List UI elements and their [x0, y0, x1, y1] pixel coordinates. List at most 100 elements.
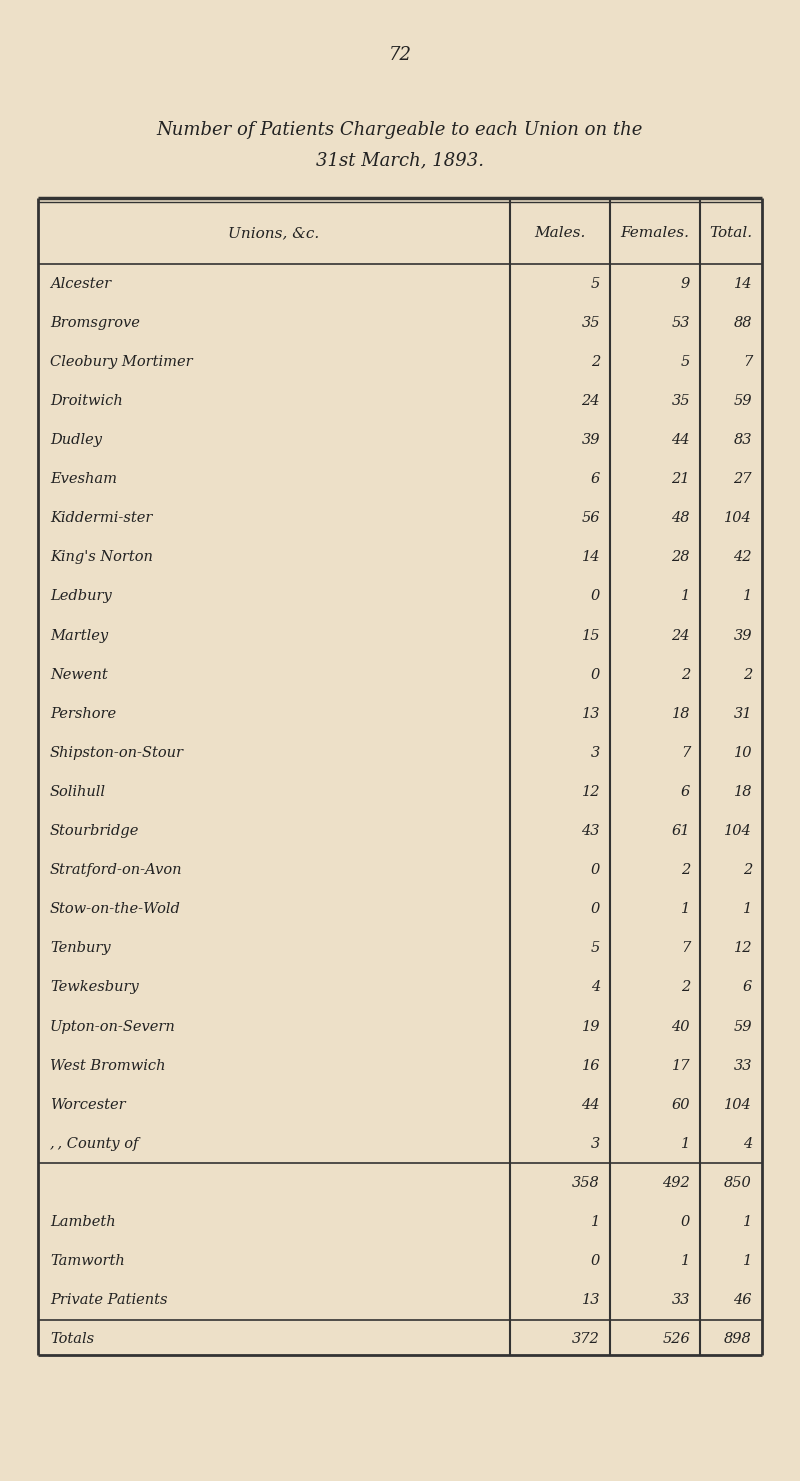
Text: Tenbury: Tenbury [50, 942, 110, 955]
Text: 1: 1 [590, 1214, 600, 1229]
Text: Private Patients: Private Patients [50, 1293, 167, 1308]
Text: 44: 44 [582, 1097, 600, 1112]
Text: 7: 7 [681, 942, 690, 955]
Text: 104: 104 [724, 1097, 752, 1112]
Text: Dudley: Dudley [50, 432, 102, 447]
Text: 0: 0 [590, 1254, 600, 1268]
Text: 14: 14 [582, 551, 600, 564]
Text: 43: 43 [582, 823, 600, 838]
Text: 0: 0 [681, 1214, 690, 1229]
Text: 2: 2 [590, 355, 600, 369]
Text: 35: 35 [582, 315, 600, 330]
Text: Tamworth: Tamworth [50, 1254, 125, 1268]
Text: Shipston-on-Stour: Shipston-on-Stour [50, 746, 184, 760]
Text: 104: 104 [724, 823, 752, 838]
Text: 60: 60 [671, 1097, 690, 1112]
Text: 7: 7 [742, 355, 752, 369]
Text: 83: 83 [734, 432, 752, 447]
Text: 6: 6 [742, 980, 752, 994]
Text: 6: 6 [590, 472, 600, 486]
Text: 104: 104 [724, 511, 752, 526]
Text: Bromsgrove: Bromsgrove [50, 315, 140, 330]
Text: 526: 526 [662, 1333, 690, 1346]
Text: Tewkesbury: Tewkesbury [50, 980, 138, 994]
Text: Stow-on-the‑Wold: Stow-on-the‑Wold [50, 902, 181, 917]
Text: 2: 2 [742, 668, 752, 681]
Text: 72: 72 [389, 46, 411, 64]
Text: 18: 18 [671, 706, 690, 721]
Text: Totals: Totals [50, 1333, 94, 1346]
Text: , , County of: , , County of [50, 1137, 138, 1151]
Text: 2: 2 [681, 863, 690, 877]
Text: 6: 6 [681, 785, 690, 798]
Text: 31st March, 1893.: 31st March, 1893. [316, 151, 484, 169]
Text: 33: 33 [734, 1059, 752, 1072]
Text: 27: 27 [734, 472, 752, 486]
Text: 17: 17 [671, 1059, 690, 1072]
Text: Males.: Males. [534, 227, 586, 240]
Text: 59: 59 [734, 394, 752, 407]
Text: 9: 9 [681, 277, 690, 290]
Text: 2: 2 [742, 863, 752, 877]
Text: 1: 1 [681, 1254, 690, 1268]
Text: 5: 5 [590, 277, 600, 290]
Text: 850: 850 [724, 1176, 752, 1191]
Text: 33: 33 [671, 1293, 690, 1308]
Text: 1: 1 [742, 1214, 752, 1229]
Text: 15: 15 [582, 628, 600, 643]
Text: 1: 1 [681, 902, 690, 917]
Text: 16: 16 [582, 1059, 600, 1072]
Text: Evesham: Evesham [50, 472, 117, 486]
Text: Alcester: Alcester [50, 277, 111, 290]
Text: 0: 0 [590, 668, 600, 681]
Text: 7: 7 [681, 746, 690, 760]
Text: Newent: Newent [50, 668, 108, 681]
Text: Martley: Martley [50, 628, 108, 643]
Text: Pershore: Pershore [50, 706, 116, 721]
Text: 3: 3 [590, 746, 600, 760]
Text: 24: 24 [671, 628, 690, 643]
Text: 12: 12 [734, 942, 752, 955]
Text: 44: 44 [671, 432, 690, 447]
Text: 12: 12 [582, 785, 600, 798]
Text: Stourbridge: Stourbridge [50, 823, 139, 838]
Text: Females.: Females. [621, 227, 690, 240]
Text: 59: 59 [734, 1019, 752, 1034]
Text: 48: 48 [671, 511, 690, 526]
Text: 56: 56 [582, 511, 600, 526]
Text: 10: 10 [734, 746, 752, 760]
Text: Worcester: Worcester [50, 1097, 126, 1112]
Text: Droitwich: Droitwich [50, 394, 122, 407]
Text: 372: 372 [572, 1333, 600, 1346]
Text: Number of Patients Chargeable to each Union on the: Number of Patients Chargeable to each Un… [157, 121, 643, 139]
Text: 1: 1 [742, 902, 752, 917]
Text: 61: 61 [671, 823, 690, 838]
Text: 358: 358 [572, 1176, 600, 1191]
Text: 0: 0 [590, 589, 600, 603]
Text: Unions, &c.: Unions, &c. [228, 227, 320, 240]
Text: 5: 5 [590, 942, 600, 955]
Text: 21: 21 [671, 472, 690, 486]
Text: 31: 31 [734, 706, 752, 721]
Text: 46: 46 [734, 1293, 752, 1308]
Text: 4: 4 [742, 1137, 752, 1151]
Text: 18: 18 [734, 785, 752, 798]
Text: 88: 88 [734, 315, 752, 330]
Text: Upton-on-Severn: Upton-on-Severn [50, 1019, 176, 1034]
Text: Lambeth: Lambeth [50, 1214, 116, 1229]
Text: Solihull: Solihull [50, 785, 106, 798]
Text: King's Norton: King's Norton [50, 551, 153, 564]
Text: 28: 28 [671, 551, 690, 564]
Text: 3: 3 [590, 1137, 600, 1151]
Text: Kiddermi­ster: Kiddermi­ster [50, 511, 152, 526]
Text: Stratford-on-Avon: Stratford-on-Avon [50, 863, 182, 877]
Text: West Bromwich: West Bromwich [50, 1059, 166, 1072]
Text: 39: 39 [734, 628, 752, 643]
Text: 39: 39 [582, 432, 600, 447]
Text: 13: 13 [582, 1293, 600, 1308]
Text: 53: 53 [671, 315, 690, 330]
Text: 1: 1 [742, 589, 752, 603]
Text: 4: 4 [590, 980, 600, 994]
Text: 1: 1 [681, 1137, 690, 1151]
Text: 14: 14 [734, 277, 752, 290]
